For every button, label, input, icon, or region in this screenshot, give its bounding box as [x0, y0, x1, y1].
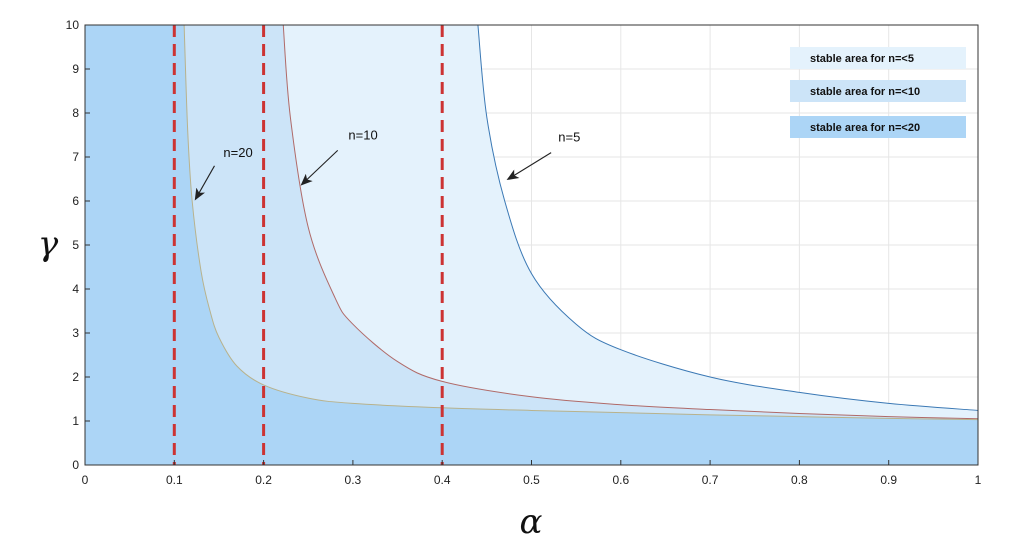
- stable-area-fill: [85, 25, 978, 465]
- y-tick-label: 2: [72, 370, 79, 384]
- y-tick-label: 9: [72, 62, 79, 76]
- legend: stable area for n=<5 stable area for n=<1…: [790, 47, 966, 138]
- y-tick-label: 6: [72, 194, 79, 208]
- curve-label: n=5: [558, 130, 580, 145]
- annotation-arrow: [506, 152, 552, 181]
- x-tick-label: 0.4: [434, 473, 451, 487]
- y-tick-label: 1: [72, 414, 79, 428]
- y-tick-label: 8: [72, 106, 79, 120]
- stability-boundary-curve: [282, 25, 978, 420]
- stability-boundary-curve: [477, 25, 978, 411]
- axis-ticks: 0 0.1 0.2 0.3 0.4 0.5 0.6 0.7 0.8 0.9 101234567891…: [66, 18, 982, 487]
- y-tick-label: 5: [72, 238, 79, 252]
- legend-swatch: [790, 116, 966, 138]
- x-tick-label: 0.1: [166, 473, 183, 487]
- y-tick-label: 0: [72, 458, 79, 472]
- y-tick-label: 7: [72, 150, 79, 164]
- annotation-arrow: [300, 150, 339, 186]
- y-axis-title: γ: [38, 224, 59, 264]
- x-tick-label: 0.8: [791, 473, 808, 487]
- y-tick-label: 10: [66, 18, 80, 32]
- x-tick-label: 0.2: [255, 473, 272, 487]
- x-tick-label: 0.7: [702, 473, 719, 487]
- annotation-arrow: [194, 165, 215, 201]
- curve-label: n=20: [223, 145, 252, 160]
- x-axis-title: α: [520, 502, 543, 542]
- x-tick-label: 1: [975, 473, 982, 487]
- legend-label: stable area for n=<10: [810, 86, 920, 98]
- legend-swatch: [790, 47, 966, 69]
- legend-label: stable area for n=<5: [810, 53, 914, 65]
- y-tick-label: 3: [72, 326, 79, 340]
- legend-swatch: [790, 80, 966, 102]
- vertical-reference-lines: [172, 25, 444, 465]
- x-tick-label: 0.3: [345, 473, 362, 487]
- stability-boundary-curve: [183, 25, 978, 421]
- x-tick-label: 0.5: [523, 473, 540, 487]
- curve-label: n=10: [348, 127, 377, 142]
- x-tick-label: 0: [82, 473, 89, 487]
- x-tick-label: 0.9: [880, 473, 897, 487]
- legend-label: stable area for n=<20: [810, 122, 920, 134]
- x-tick-label: 0.6: [612, 473, 629, 487]
- y-tick-label: 4: [72, 282, 79, 296]
- curve-annotations: n=20 n=10 n=5: [194, 127, 580, 201]
